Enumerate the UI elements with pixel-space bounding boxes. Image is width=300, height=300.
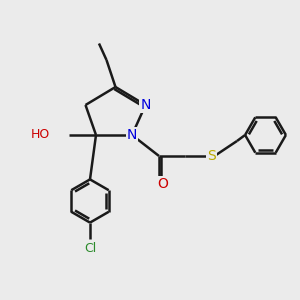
Text: O: O [157,177,168,191]
Text: S: S [207,149,216,163]
Text: N: N [127,128,137,142]
Text: N: N [140,98,151,112]
Text: HO: HO [30,128,50,142]
Text: Cl: Cl [84,242,96,255]
